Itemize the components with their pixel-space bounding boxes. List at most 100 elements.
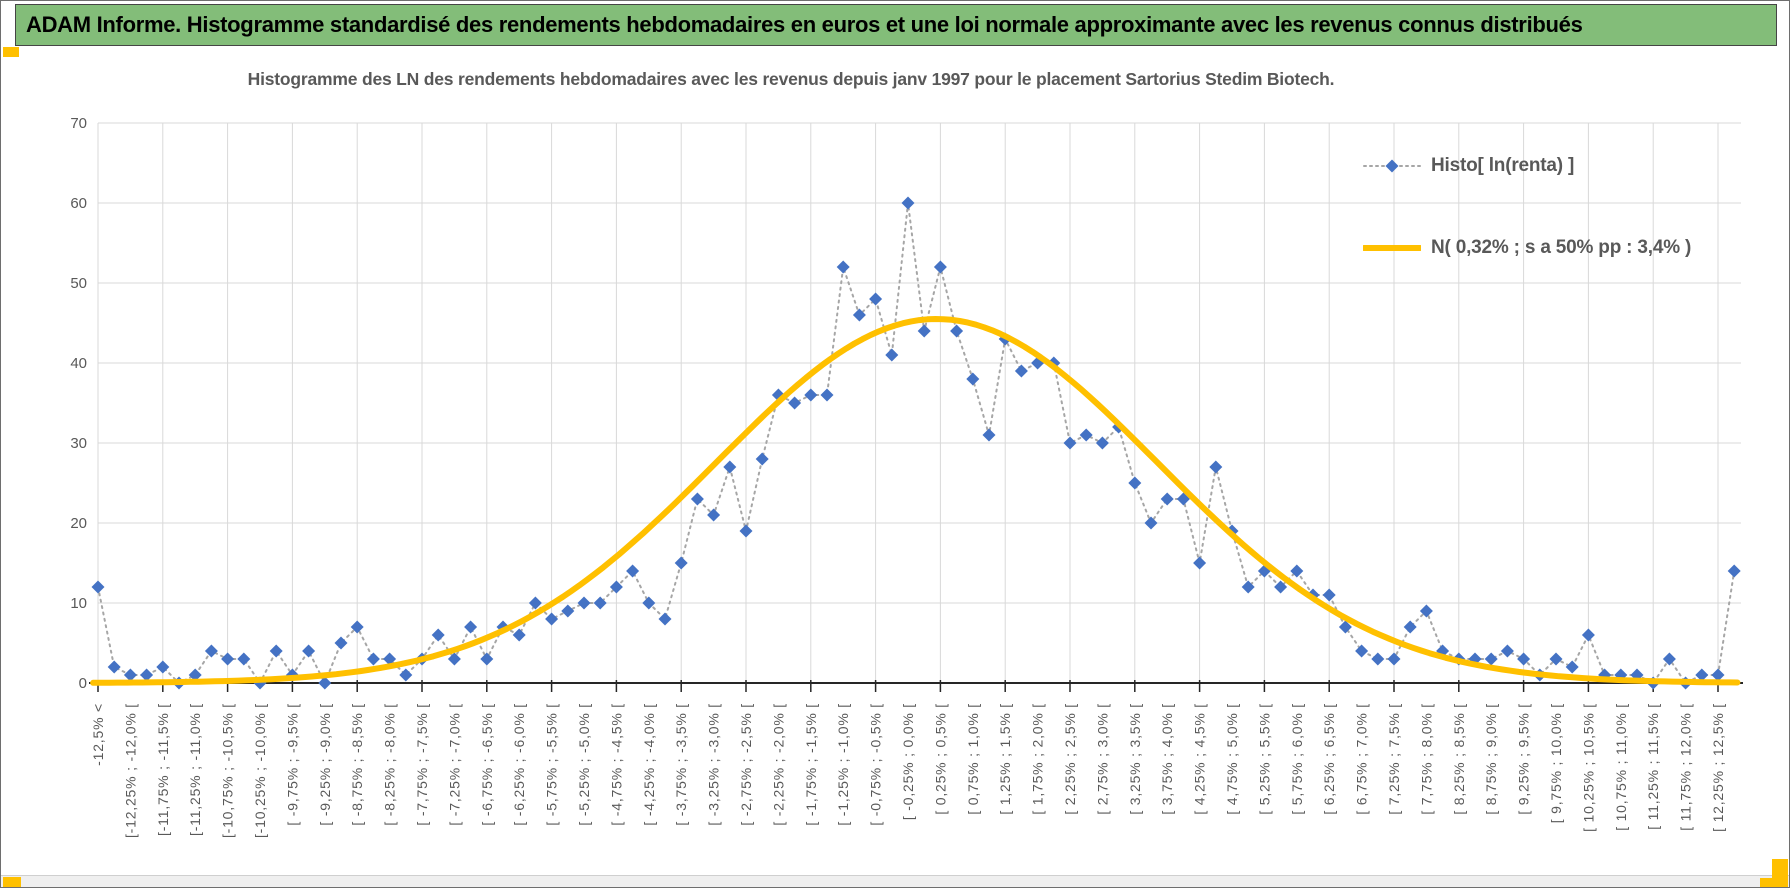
data-point[interactable] (869, 292, 883, 306)
data-point[interactable] (1338, 620, 1352, 634)
x-axis-label: [ -7,75% ; -7,5% [ (414, 703, 430, 826)
data-point[interactable] (1727, 564, 1741, 578)
data-point[interactable] (1128, 476, 1142, 490)
data-point[interactable] (577, 596, 591, 610)
data-point[interactable] (269, 644, 283, 658)
x-axis-label: -12,5% < (90, 703, 106, 766)
data-point[interactable] (561, 604, 575, 618)
data-point[interactable] (318, 676, 332, 690)
selection-handle-top-left[interactable] (3, 47, 19, 57)
data-point[interactable] (788, 396, 802, 410)
data-point[interactable] (1290, 564, 1304, 578)
data-point[interactable] (1419, 604, 1433, 618)
legend-entry-normal[interactable]: N( 0,32% ; s a 50% pp : 3,4% ) (1363, 233, 1783, 263)
data-point[interactable] (156, 660, 170, 674)
data-point[interactable] (1549, 652, 1563, 666)
data-point[interactable] (707, 508, 721, 522)
data-point[interactable] (350, 620, 364, 634)
data-point[interactable] (1079, 428, 1093, 442)
data-point[interactable] (188, 668, 202, 682)
data-point[interactable] (204, 644, 218, 658)
y-axis-label: 10 (70, 595, 87, 612)
data-point[interactable] (1500, 644, 1514, 658)
data-point[interactable] (1355, 644, 1369, 658)
data-point[interactable] (91, 580, 105, 594)
data-point[interactable] (480, 652, 494, 666)
data-point[interactable] (545, 612, 559, 626)
data-point[interactable] (982, 428, 996, 442)
next-row-strip (1, 875, 1789, 887)
data-point[interactable] (626, 564, 640, 578)
data-point[interactable] (1565, 660, 1579, 674)
data-point[interactable] (107, 660, 121, 674)
data-point[interactable] (447, 652, 461, 666)
data-point[interactable] (302, 644, 316, 658)
data-point[interactable] (1274, 580, 1288, 594)
data-point[interactable] (1193, 556, 1207, 570)
data-point[interactable] (966, 372, 980, 386)
data-point[interactable] (933, 260, 947, 274)
selection-handle-bottom-left[interactable] (3, 877, 21, 887)
x-axis-label: [-11,75% ; -11,5% [ (155, 703, 171, 836)
data-point[interactable] (1403, 620, 1417, 634)
data-point[interactable] (658, 612, 672, 626)
x-axis-label: [ 6,25% ; 6,5% [ (1321, 703, 1337, 815)
selection-handle-bottom-right[interactable] (1760, 878, 1788, 887)
data-point[interactable] (804, 388, 818, 402)
data-point[interactable] (1517, 652, 1531, 666)
data-point[interactable] (739, 524, 753, 538)
data-point[interactable] (140, 668, 154, 682)
data-point[interactable] (917, 324, 931, 338)
data-point[interactable] (464, 620, 478, 634)
data-point[interactable] (1711, 668, 1725, 682)
x-axis-label: [ 7,75% ; 8,0% [ (1418, 703, 1434, 815)
data-point[interactable] (1014, 364, 1028, 378)
data-point[interactable] (836, 260, 850, 274)
data-point[interactable] (1063, 436, 1077, 450)
data-point[interactable] (123, 668, 137, 682)
data-point[interactable] (1662, 652, 1676, 666)
data-point[interactable] (852, 308, 866, 322)
legend-label-histogram: Histo[ ln(renta) ] (1431, 155, 1575, 176)
data-point[interactable] (755, 452, 769, 466)
data-point[interactable] (383, 652, 397, 666)
data-point[interactable] (820, 388, 834, 402)
data-point[interactable] (399, 668, 413, 682)
data-point[interactable] (1695, 668, 1709, 682)
data-point[interactable] (366, 652, 380, 666)
data-point[interactable] (593, 596, 607, 610)
x-axis-label: [ -9,25% ; -9,0% [ (317, 703, 333, 826)
data-point[interactable] (512, 628, 526, 642)
x-axis-label: [ 1,75% ; 2,0% [ (1030, 703, 1046, 815)
data-point[interactable] (1387, 652, 1401, 666)
data-point[interactable] (237, 652, 251, 666)
data-point[interactable] (1581, 628, 1595, 642)
data-point[interactable] (690, 492, 704, 506)
data-point[interactable] (642, 596, 656, 610)
data-point[interactable] (1371, 652, 1385, 666)
data-point[interactable] (950, 324, 964, 338)
legend-entry-histogram[interactable]: Histo[ ln(renta) ] (1363, 151, 1783, 181)
data-point[interactable] (1160, 492, 1174, 506)
x-axis-label: [-10,75% ; -10,5% [ (220, 703, 236, 838)
data-point[interactable] (528, 596, 542, 610)
data-point[interactable] (1241, 580, 1255, 594)
data-point[interactable] (431, 628, 445, 642)
x-axis-label: [ 6,75% ; 7,0% [ (1354, 703, 1370, 815)
x-axis-label: [ 3,25% ; 3,5% [ (1127, 703, 1143, 815)
data-point[interactable] (885, 348, 899, 362)
data-point[interactable] (674, 556, 688, 570)
data-point[interactable] (221, 652, 235, 666)
x-axis-label: [ 2,25% ; 2,5% [ (1062, 703, 1078, 815)
data-point[interactable] (334, 636, 348, 650)
data-point[interactable] (1144, 516, 1158, 530)
data-point[interactable] (1095, 436, 1109, 450)
data-point[interactable] (1322, 588, 1336, 602)
data-point[interactable] (609, 580, 623, 594)
data-point[interactable] (1209, 460, 1223, 474)
data-point[interactable] (1484, 652, 1498, 666)
data-point[interactable] (901, 196, 915, 210)
data-point[interactable] (723, 460, 737, 474)
normal-curve[interactable] (90, 316, 1741, 686)
